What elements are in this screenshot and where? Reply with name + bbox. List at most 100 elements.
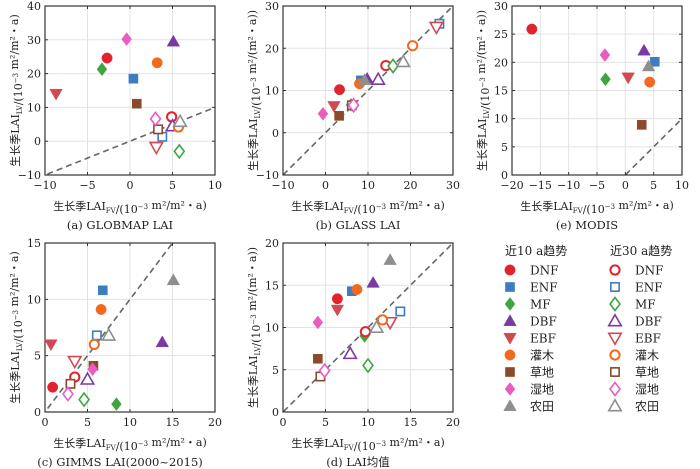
legend-label: 农田	[530, 400, 554, 414]
point-30a-EBF	[148, 141, 164, 156]
point-30a-DNF	[359, 326, 372, 338]
x-tick-label: 10	[361, 416, 375, 429]
legend-marker-10a-农田	[503, 399, 517, 411]
legend-label: DNF	[635, 264, 663, 278]
point-10a-EBF	[621, 72, 635, 85]
legend-label: 草地	[635, 366, 659, 380]
y-tick-label: 0	[272, 127, 279, 140]
y-tick-label: 10	[265, 85, 279, 98]
y-axis-label: 生长季LAILV/(10−3 m²/(m²・a))	[246, 10, 263, 171]
y-tick-label: 20	[265, 237, 279, 250]
panel-a: −10 −5 0 5 10 −10 0 10 20 30 40 生长季LAIFV/(10−3 m²/m…	[8, 0, 222, 232]
x-tick-label: −5	[79, 179, 95, 192]
legend-label: 农田	[635, 400, 659, 414]
point-10a-农田	[641, 59, 656, 72]
x-axis-label: 生长季LAIFV/(10−3 m²/m²・a)	[520, 199, 674, 216]
point-30a-农田	[395, 53, 411, 68]
x-tick-label: 5	[650, 179, 657, 192]
point-30a-灌木	[407, 40, 419, 52]
point-10a-农田	[166, 273, 181, 286]
point-10a-灌木	[151, 57, 163, 69]
point-30a-湿地	[347, 97, 360, 114]
point-10a-DBF	[637, 43, 651, 56]
legend-label: MF	[635, 298, 656, 312]
point-30a-EBF	[67, 355, 83, 370]
panel-caption: (a) GLOBMAP LAI	[67, 218, 173, 232]
point-30a-农田	[368, 319, 385, 333]
x-axis-label: 生长季LAIFV/(10−3 m²/m²・a)	[53, 199, 207, 216]
y-tick-label: 30	[265, 0, 279, 13]
y-tick-label: 15	[265, 279, 279, 292]
legend-label: DBF	[635, 315, 662, 329]
x-tick-label: 10	[361, 179, 375, 192]
y-axis-label: 生长季LAILV/(10−3 m²/m²・a)	[8, 14, 25, 167]
y-axis-label: 生长季LAILV/(10−3 m²/(m²・a))	[475, 10, 492, 171]
point-30a-ENF	[91, 330, 102, 341]
x-tick-label: 20	[404, 179, 418, 192]
point-30a-DBF	[342, 345, 358, 360]
legend-marker-10a-MF	[504, 297, 516, 311]
y-tick-label: −10	[18, 169, 41, 182]
point-10a-灌木	[644, 76, 656, 88]
legend-label: ENF	[530, 281, 558, 295]
legend-marker-10a-EBF	[503, 333, 517, 345]
legend-marker-30a-农田	[607, 398, 623, 412]
point-30a-农田	[172, 113, 188, 128]
legend-marker-30a-灌木	[609, 349, 621, 361]
x-tick-label: 10	[123, 416, 137, 429]
point-10a-草地	[313, 353, 323, 364]
y-tick-label: 10	[27, 101, 41, 114]
point-10a-草地	[132, 98, 142, 109]
panel-c: 0 5 10 15 20 0 5 10 15 生长季LAIFV/(10−3 m²/m²・a) 生长季…	[8, 237, 222, 469]
point-10a-湿地	[599, 48, 611, 62]
point-30a-湿地	[318, 362, 331, 379]
legend-marker-30a-DBF	[607, 313, 623, 327]
x-tick-label: −20	[500, 179, 523, 192]
legend-title-30a: 近30 a趋势	[610, 244, 672, 258]
y-tick-label: 0	[272, 406, 279, 419]
x-axis-label: 生长季LAIFV/(10−3 m²/m²・a)	[53, 436, 207, 453]
y-tick-label: 10	[27, 293, 41, 306]
panel-caption: (e) MODIS	[556, 218, 618, 232]
y-tick-label: 10	[265, 322, 279, 335]
point-30a-草地	[153, 124, 164, 135]
legend-label: DBF	[530, 315, 557, 329]
point-30a-农田	[101, 327, 117, 341]
y-axis-label: 生长季LAILV/(10−3 m²/m²・a)	[8, 251, 25, 404]
legend-title-10a: 近10 a趋势	[505, 244, 567, 258]
x-tick-label: 30	[446, 179, 460, 192]
legend-label: EBF	[530, 332, 556, 346]
legend-label: 灌木	[635, 349, 659, 363]
y-tick-label: 5	[34, 350, 41, 363]
x-tick-label: 0	[622, 179, 629, 192]
x-tick-label: 0	[322, 179, 329, 192]
legend-marker-30a-草地	[610, 367, 620, 377]
point-10a-DNF	[331, 293, 343, 305]
x-tick-label: 0	[42, 416, 49, 429]
legend-marker-30a-ENF	[610, 282, 620, 292]
x-tick-label: 0	[127, 179, 134, 192]
point-10a-EBF	[44, 339, 58, 352]
x-tick-label: −10	[33, 179, 56, 192]
panel-caption: (c) GIMMS LAI(2000~2015)	[37, 455, 203, 469]
legend-label: 灌木	[530, 349, 554, 363]
legend-marker-10a-草地	[505, 367, 515, 377]
point-30a-湿地	[62, 386, 74, 402]
point-30a-湿地	[149, 111, 162, 127]
point-10a-灌木	[95, 304, 107, 315]
legend-marker-30a-EBF	[607, 332, 623, 346]
x-tick-label: −10	[557, 179, 580, 192]
point-10a-MF	[111, 397, 122, 412]
legend-marker-10a-DBF	[503, 314, 517, 326]
x-tick-label: 20	[446, 416, 460, 429]
point-30a-灌木	[88, 338, 100, 350]
y-tick-label: 0	[501, 169, 508, 182]
point-30a-MF	[173, 143, 186, 160]
legend-marker-10a-ENF	[505, 282, 515, 292]
point-10a-EBF	[327, 101, 341, 113]
x-tick-label: −5	[589, 179, 605, 192]
